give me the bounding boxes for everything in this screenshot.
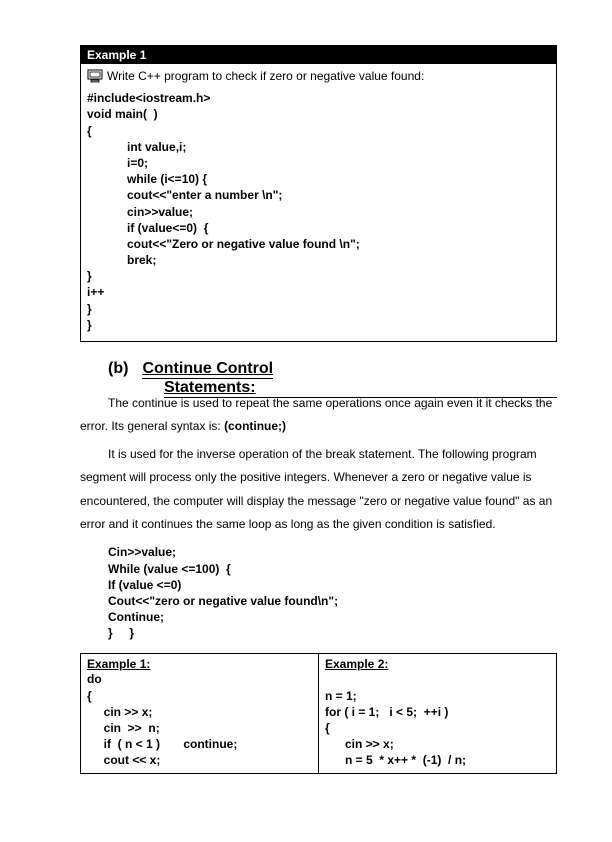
example1-code: #include<iostream.h> void main( ) { int … bbox=[87, 90, 550, 333]
table-cell-left: Example 1: do { cin >> x; cin >> n; if (… bbox=[81, 654, 319, 773]
example1-prompt-text: Write C++ program to check if zero or ne… bbox=[107, 68, 424, 84]
ex2-code: n = 1; for ( i = 1; i < 5; ++i ) { cin >… bbox=[325, 671, 550, 768]
ex2-title: Example 2: bbox=[325, 657, 550, 671]
table-row: Example 1: do { cin >> x; cin >> n; if (… bbox=[81, 654, 557, 773]
table-cell-right: Example 2: n = 1; for ( i = 1; i < 5; ++… bbox=[319, 654, 557, 773]
computer-icon bbox=[87, 69, 103, 83]
section-label: (b) bbox=[108, 360, 128, 378]
section-para2: It is used for the inverse operation of … bbox=[80, 443, 557, 537]
section-title: Continue Control bbox=[142, 360, 273, 379]
para1-text: The continue is used to repeat the same … bbox=[80, 396, 552, 433]
example1-prompt-line: Write C++ program to check if zero or ne… bbox=[87, 68, 550, 84]
example1-body: Write C++ program to check if zero or ne… bbox=[81, 64, 556, 341]
section-para1: The continue is used to repeat the same … bbox=[80, 392, 557, 439]
example1-header: Example 1 bbox=[81, 46, 556, 64]
document-page: Example 1 Write C++ program to check if … bbox=[0, 0, 612, 814]
ex1-code: do { cin >> x; cin >> n; if ( n < 1 ) co… bbox=[87, 671, 312, 768]
ex1-title: Example 1: bbox=[87, 657, 312, 671]
para1-bold: (continue;) bbox=[224, 419, 286, 433]
examples-table: Example 1: do { cin >> x; cin >> n; if (… bbox=[80, 653, 557, 773]
section-midcode: Cin>>value; While (value <=100) { If (va… bbox=[108, 544, 557, 641]
example1-box: Example 1 Write C++ program to check if … bbox=[80, 45, 557, 342]
